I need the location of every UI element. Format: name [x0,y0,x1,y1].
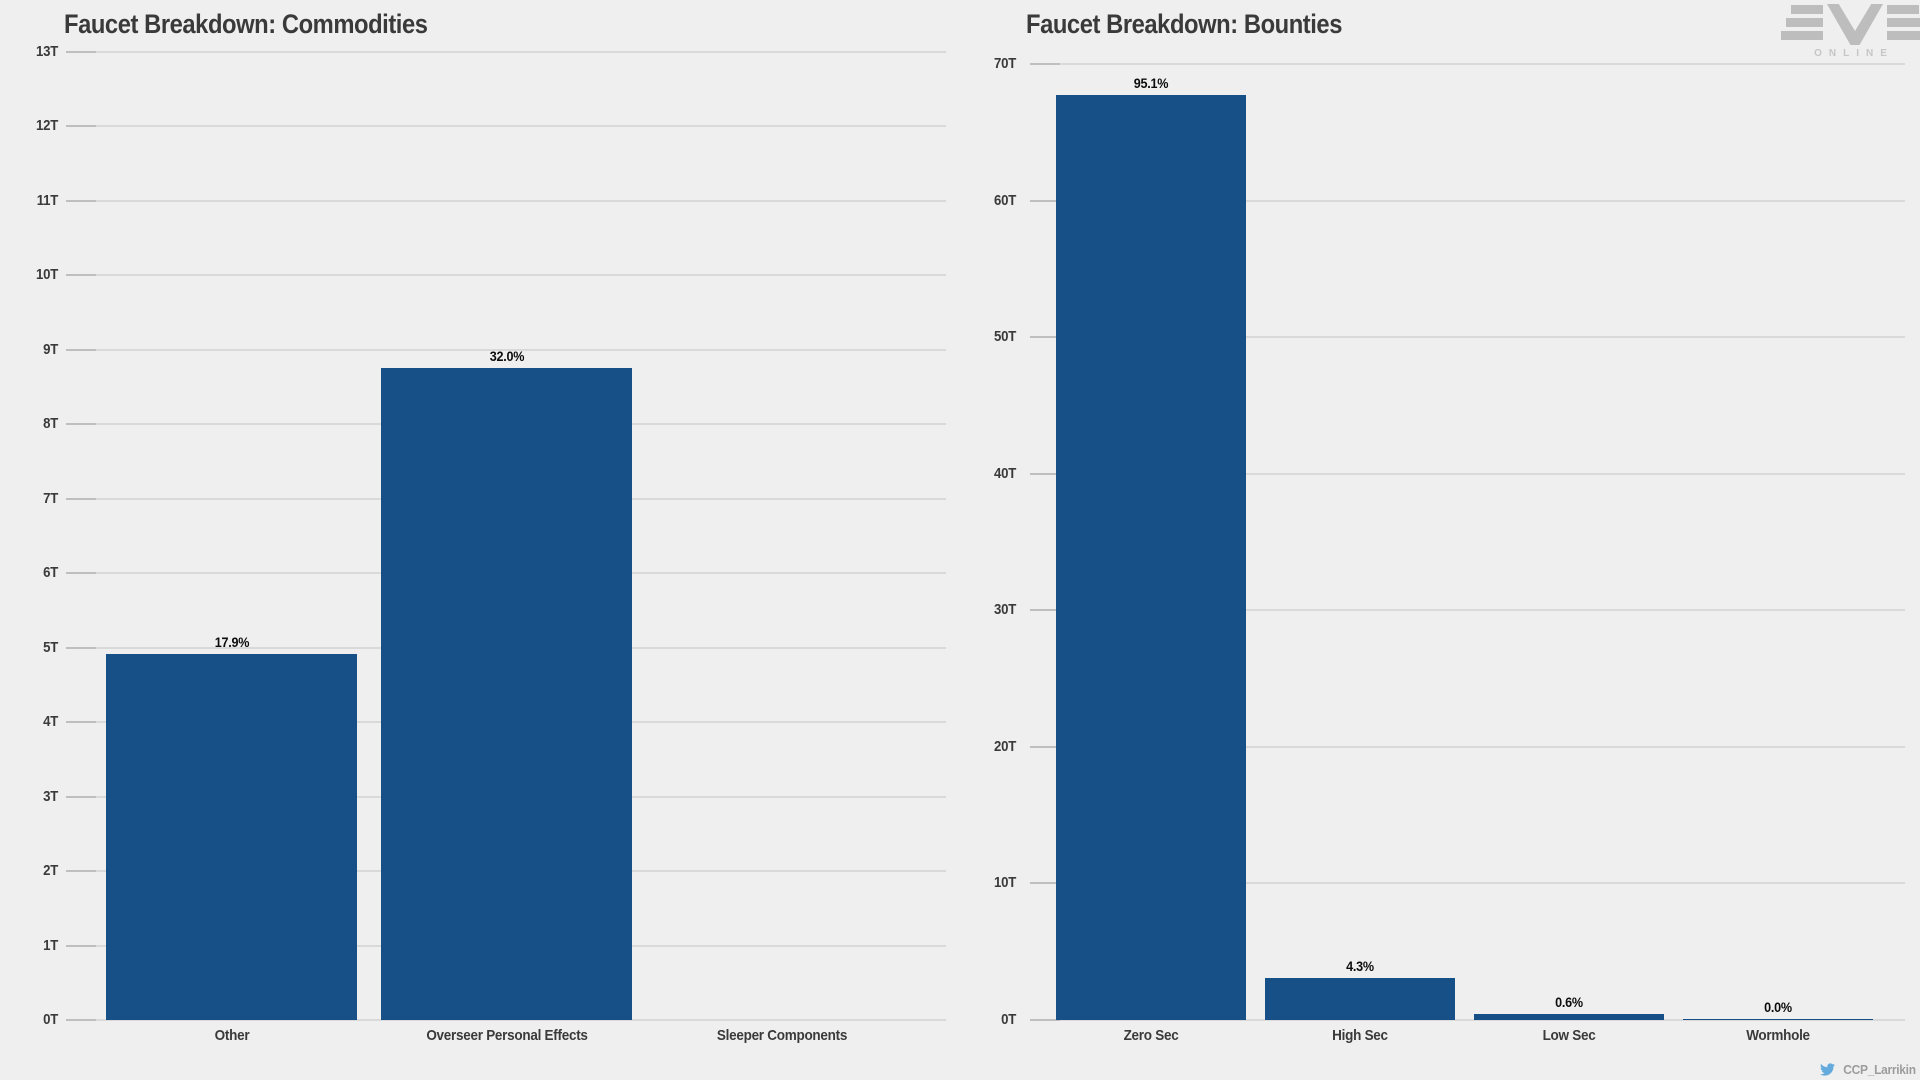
y-axis-tick [1030,609,1060,611]
y-axis-tick [1030,473,1060,475]
gridline [66,51,946,53]
eve-logo-right-e-bottom-bar [1887,31,1920,40]
y-axis-label: 2T [43,862,58,879]
y-axis-label: 6T [43,564,58,581]
bar-value-label: 17.9% [214,634,249,651]
bar-value-label: 0.6% [1555,994,1583,1011]
attribution-handle: CCP_Larrikin [1843,1062,1917,1077]
y-axis-label: 11T [36,192,58,209]
y-axis-tick [66,498,96,500]
gridline [1030,882,1905,884]
eve-logo-right-e-middle-bar [1887,18,1920,27]
y-axis-tick [66,1019,96,1021]
x-category-label: Overseer Personal Effects [425,1027,588,1044]
y-axis-tick [1030,200,1060,202]
y-axis-label: 5T [43,639,58,656]
gridline [66,349,946,351]
y-axis-label: 20T [994,738,1016,755]
gridline [1030,63,1905,65]
chart-title: Faucet Breakdown: Bounties [1026,9,1342,39]
y-axis-label: 8T [43,415,58,432]
bar-low-sec [1474,1014,1664,1020]
y-axis-tick [66,423,96,425]
bar-value-label: 0.0% [1764,998,1792,1015]
y-axis-label: 13T [36,43,58,60]
eve-logo-right-e-top-bar [1887,5,1919,14]
gridline [66,1019,946,1021]
y-axis-label: 40T [994,465,1016,482]
x-category-label: Low Sec [1542,1027,1596,1044]
bar-value-label: 4.3% [1346,958,1374,975]
x-category-label: High Sec [1332,1027,1388,1044]
y-axis-label: 0T [1001,1011,1016,1028]
y-axis-tick [66,200,96,202]
y-axis-label: 4T [43,713,58,730]
x-category-label: Other [214,1027,249,1044]
gridline [66,274,946,276]
y-axis-tick [66,796,96,798]
x-category-label: Sleeper Components [716,1027,847,1044]
y-axis-tick [66,870,96,872]
y-axis-label: 10T [36,266,58,283]
y-axis-tick [66,349,96,351]
gridline [1030,609,1905,611]
bar-other [106,654,357,1020]
eve-logo-left-e-bottom-bar [1781,31,1823,40]
y-axis-label: 9T [43,341,58,358]
bar-value-label: 95.1% [1133,75,1169,92]
gridline [1030,473,1905,475]
x-category-label: Wormhole [1746,1027,1810,1044]
gridline [66,125,946,127]
y-axis-label: 60T [994,192,1016,209]
gridline [1030,336,1905,338]
gridline [1030,1019,1905,1021]
y-axis-label: 0T [43,1011,58,1028]
eve-logo-online-text: ONLINE [1814,48,1894,59]
chart-title: Faucet Breakdown: Commodities [64,9,428,39]
y-axis-tick [1030,336,1060,338]
y-axis-tick [1030,63,1060,65]
gridline [1030,746,1905,748]
eve-logo-left-e-middle-bar [1786,18,1823,27]
y-axis-label: 70T [994,55,1016,72]
y-axis-label: 12T [36,117,58,134]
bar-wormhole [1683,1018,1873,1020]
y-axis-tick [66,51,96,53]
gridline [1030,200,1905,202]
y-axis-label: 10T [994,874,1016,891]
y-axis-tick [66,125,96,127]
y-axis-label: 1T [43,937,58,954]
x-category-label: Zero Sec [1123,1027,1179,1044]
gridline [66,200,946,202]
eve-logo-left-e-top-bar [1791,5,1823,14]
bar-value-label: 32.0% [489,347,524,364]
y-axis-label: 30T [994,601,1016,618]
y-axis-tick [66,274,96,276]
y-axis-label: 50T [994,328,1016,345]
y-axis-tick [66,572,96,574]
y-axis-tick [1030,746,1060,748]
y-axis-tick [66,721,96,723]
attribution: CCP_Larrikin [1820,1062,1916,1077]
twitter-bird-icon [1820,1063,1836,1076]
y-axis-tick [1030,1019,1060,1021]
eve-online-logo: ONLINE [1781,4,1920,59]
bar-high-sec [1265,978,1455,1020]
y-axis-tick [66,647,96,649]
y-axis-label: 7T [43,490,58,507]
y-axis-label: 3T [43,788,58,805]
bar-zero-sec [1056,95,1246,1020]
eve-logo-v-chevron [1827,4,1883,45]
bar-overseer-personal-effects [381,367,632,1020]
y-axis-tick [66,945,96,947]
y-axis-tick [1030,882,1060,884]
